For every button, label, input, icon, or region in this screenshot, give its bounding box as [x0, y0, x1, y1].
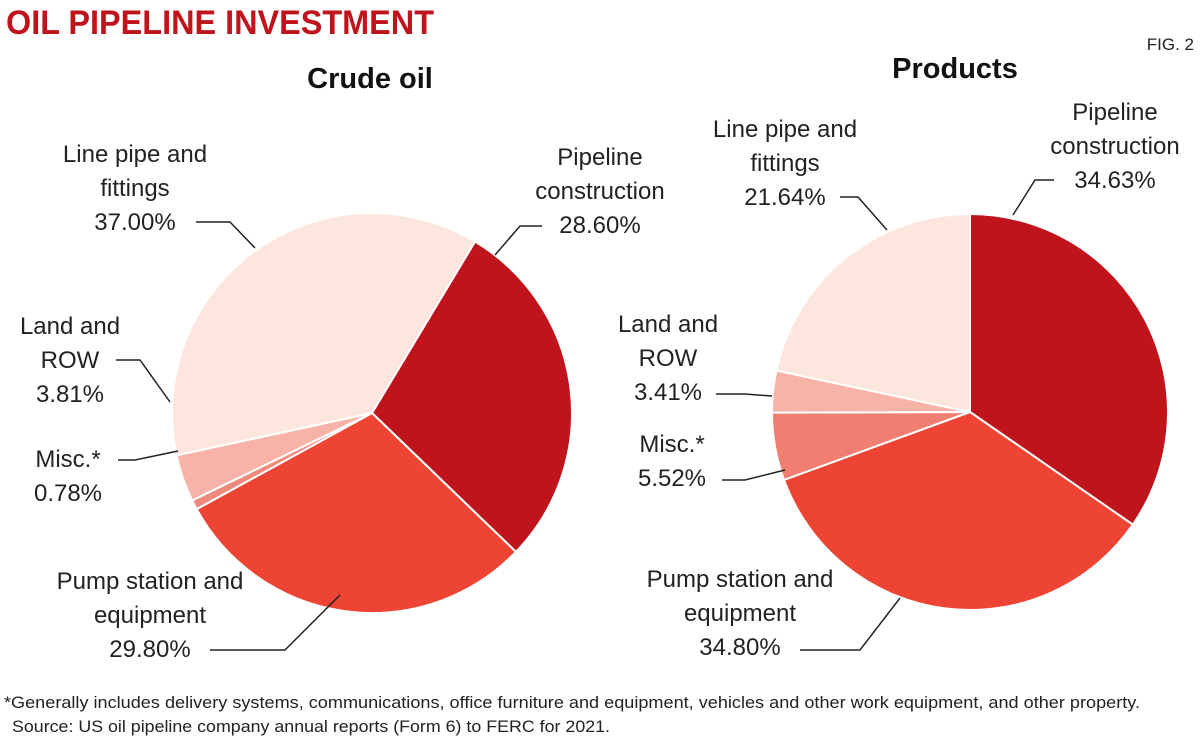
value-label: 5.52% — [637, 465, 707, 492]
source-note: Source: US oil pipeline company annual r… — [12, 717, 610, 736]
leader-line — [116, 359, 171, 403]
category-label: Misc.* — [35, 446, 101, 473]
category-label: Land and ROW — [617, 311, 719, 372]
pie-title: Crude oil — [307, 63, 433, 95]
value-label: 3.81% — [35, 381, 105, 408]
value-label: 28.60% — [559, 212, 641, 239]
leader-line — [840, 196, 888, 231]
leader-line — [196, 221, 256, 249]
chart-title: OIL PIPELINE INVESTMENT — [6, 4, 434, 42]
pie-slice — [782, 410, 1135, 611]
leader-line — [118, 450, 179, 461]
slice-label: Land and ROW 3.41% — [598, 308, 738, 410]
value-label: 29.80% — [109, 636, 191, 663]
category-label: Line pipe and fittings — [712, 116, 858, 177]
category-label: Pipeline construction — [1050, 99, 1180, 160]
figure-label: FIG. 2 — [1147, 35, 1194, 54]
slice-label: Line pipe and fittings 37.00% — [55, 138, 215, 240]
category-label: Land and ROW — [19, 313, 121, 374]
category-label: Pump station and equipment — [646, 566, 834, 627]
pie-slice — [775, 212, 971, 414]
leader-line — [800, 597, 901, 651]
pie-slice — [195, 411, 518, 614]
leader-line — [722, 469, 786, 481]
pie-slice — [171, 212, 477, 457]
slice-label: Line pipe and fittings 21.64% — [705, 113, 865, 215]
value-label: 34.63% — [1074, 167, 1156, 194]
value-label: 3.41% — [633, 379, 703, 406]
footnote: *Generally includes delivery systems, co… — [4, 693, 1140, 712]
leader-line — [210, 594, 341, 651]
value-label: 34.80% — [699, 634, 781, 661]
leader-line — [716, 393, 773, 397]
slice-label: Pump station and equipment 34.80% — [640, 563, 840, 665]
slice-label: Misc.* 0.78% — [8, 443, 128, 511]
category-label: Misc.* — [639, 431, 705, 458]
pie-title: Products — [892, 53, 1018, 85]
leader-line — [494, 225, 542, 256]
pie-slice — [969, 212, 1169, 527]
slice-label: Pump station and equipment 29.80% — [50, 565, 250, 667]
value-label: 37.00% — [94, 209, 176, 236]
category-label: Pipeline construction — [535, 144, 665, 205]
value-label: 21.64% — [744, 184, 826, 211]
category-label: Line pipe and fittings — [62, 141, 208, 202]
leader-line — [1012, 179, 1054, 216]
slice-label: Land and ROW 3.81% — [0, 310, 140, 412]
pie-slice — [370, 240, 573, 554]
value-label: 0.78% — [33, 480, 103, 507]
category-label: Pump station and equipment — [56, 568, 244, 629]
slice-label: Misc.* 5.52% — [612, 428, 732, 496]
slice-label: Pipeline construction 28.60% — [510, 141, 690, 243]
slice-label: Pipeline construction 34.63% — [1025, 96, 1200, 198]
